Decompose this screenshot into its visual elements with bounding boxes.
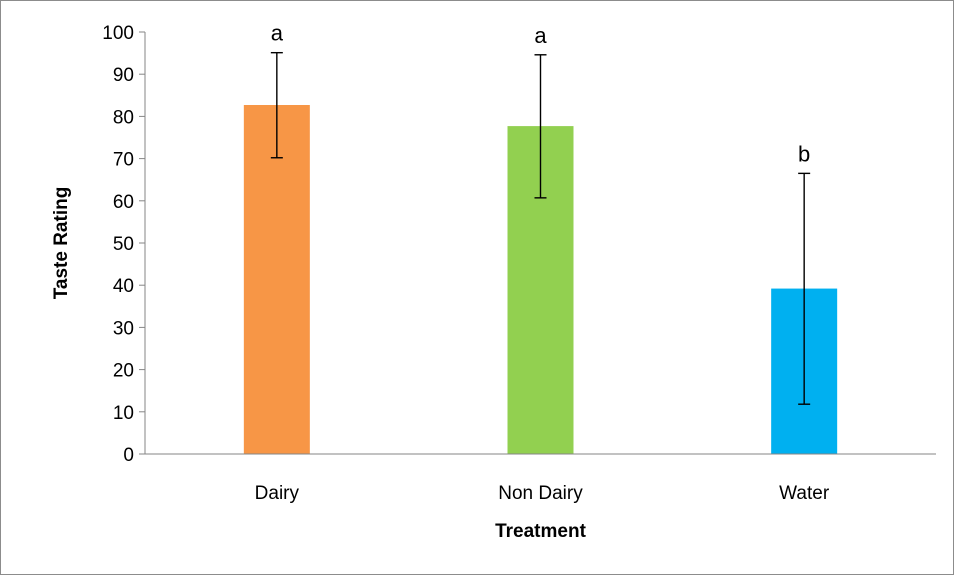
y-tick-label: 20 bbox=[113, 361, 134, 382]
y-tick-label: 100 bbox=[102, 23, 134, 44]
y-tick-label: 10 bbox=[113, 403, 134, 424]
y-tick-label: 40 bbox=[113, 276, 134, 297]
y-tick-label: 60 bbox=[113, 192, 134, 213]
y-axis-title: Taste Rating bbox=[51, 187, 72, 300]
bar-dairy bbox=[243, 105, 310, 455]
y-tick-label: 30 bbox=[113, 318, 134, 339]
x-axis-tick-labels: Dairy Non Dairy Water bbox=[255, 483, 830, 504]
error-bars bbox=[270, 51, 811, 405]
y-tick-label: 50 bbox=[113, 234, 134, 255]
y-axis-ticks: 0 10 20 30 40 50 60 70 80 90 100 bbox=[102, 23, 145, 466]
y-tick-label: 0 bbox=[123, 445, 134, 466]
x-tick-label: Water bbox=[779, 483, 830, 504]
y-tick-label: 70 bbox=[113, 150, 134, 171]
significance-label: a bbox=[534, 23, 547, 48]
y-tick-label: 90 bbox=[113, 65, 134, 86]
significance-labels: a a b bbox=[271, 21, 811, 167]
y-tick-label: 80 bbox=[113, 107, 134, 128]
x-tick-label: Dairy bbox=[255, 483, 300, 504]
x-tick-label: Non Dairy bbox=[498, 483, 583, 504]
bars bbox=[243, 105, 838, 455]
x-axis-title: Treatment bbox=[495, 521, 586, 542]
significance-label: a bbox=[271, 21, 284, 46]
significance-label: b bbox=[798, 141, 810, 166]
